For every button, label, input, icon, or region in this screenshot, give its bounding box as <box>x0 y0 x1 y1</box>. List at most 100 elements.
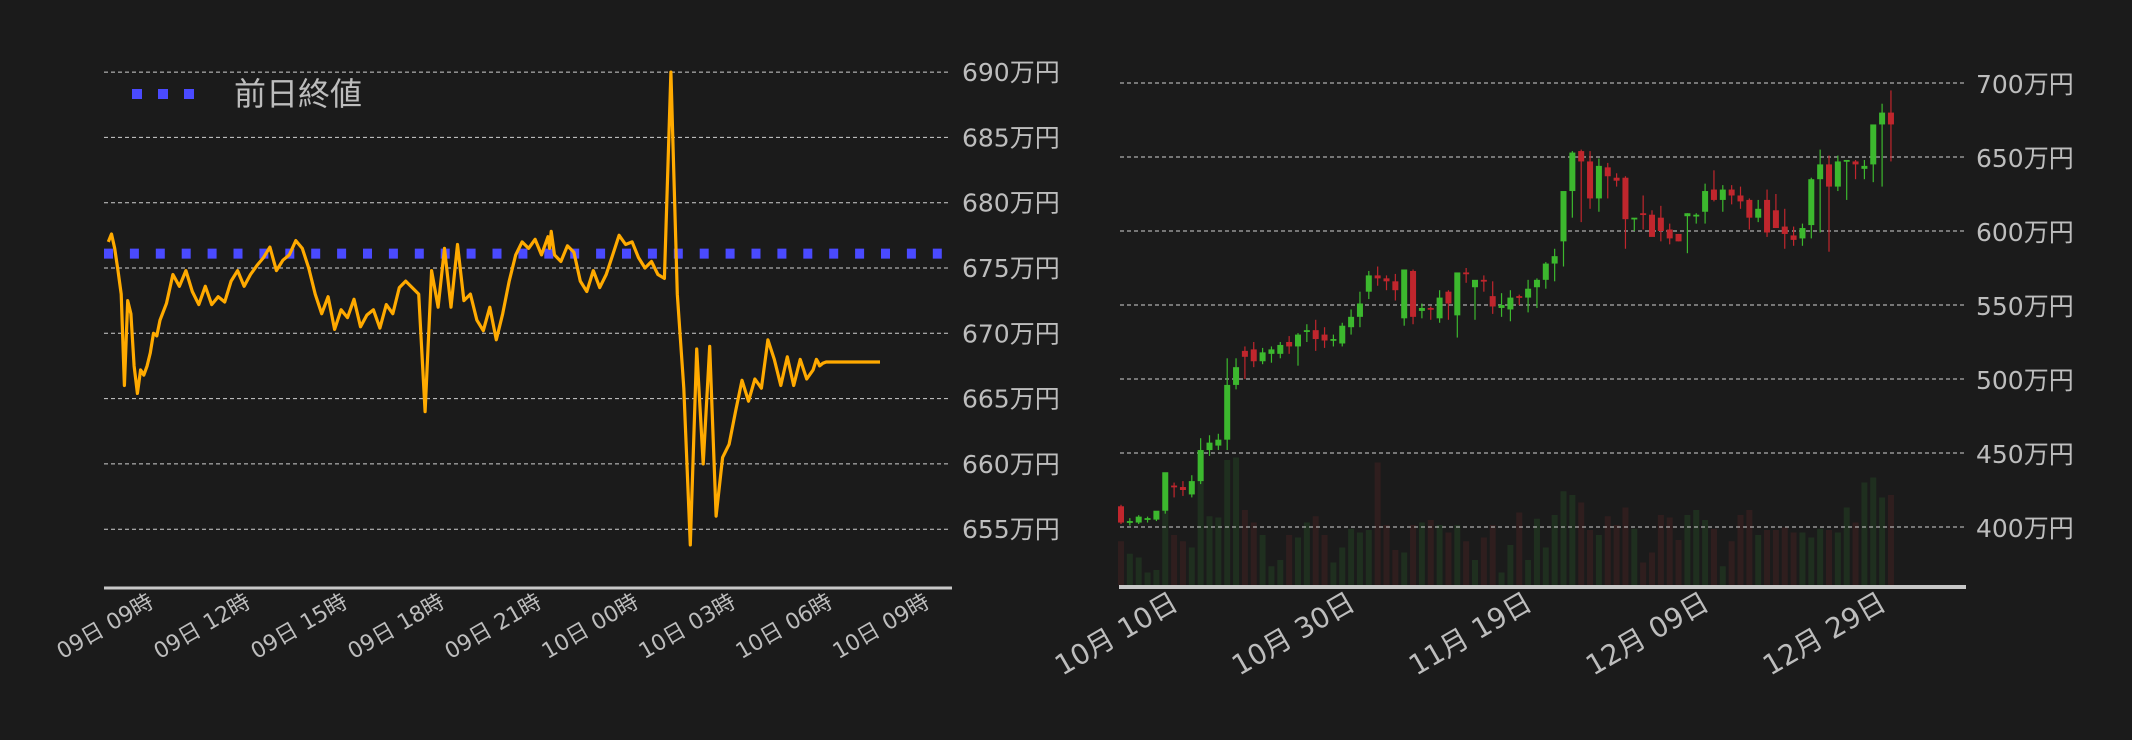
candle-body <box>1348 316 1355 328</box>
volume-bar <box>1171 535 1178 585</box>
y-tick-label: 675万円 <box>962 254 1060 283</box>
volume-bar <box>1365 530 1372 585</box>
volume-bar <box>1578 502 1585 585</box>
y-tick-label: 400万円 <box>1976 514 2074 543</box>
candle-body <box>1578 151 1585 162</box>
volume-bar <box>1622 507 1629 585</box>
candle-body <box>1188 481 1195 495</box>
price-line <box>106 70 880 547</box>
volume-bar <box>1286 535 1293 585</box>
volume-bar <box>1427 520 1434 585</box>
candle-body <box>1463 272 1470 275</box>
volume-bar <box>1746 510 1753 585</box>
legend: 前日終値 <box>132 75 362 113</box>
candle-body <box>1764 199 1771 233</box>
candle-body <box>1427 307 1434 310</box>
volume-bar <box>1790 532 1797 585</box>
candle-body <box>1197 450 1204 482</box>
volume-bar <box>1719 566 1726 585</box>
volume-bar <box>1834 532 1841 585</box>
candle-body <box>1587 161 1594 199</box>
candle-body <box>1295 334 1301 347</box>
candle-body <box>1144 518 1151 520</box>
y-tick-label: 655万円 <box>962 515 1060 544</box>
candle-body <box>1834 161 1841 187</box>
volume-bar <box>1436 525 1443 585</box>
candle-body <box>1215 439 1222 446</box>
y-tick-label: 690万円 <box>962 58 1060 87</box>
candle-body <box>1551 256 1558 264</box>
x-axis-labels: 10月 10日 10月 30日 11月 19日 12月 09日 12月 29日 <box>1049 585 1891 682</box>
volume-bar <box>1587 530 1594 585</box>
volume-bar <box>1206 516 1213 585</box>
candle-body <box>1330 339 1337 341</box>
grid-lines <box>104 71 950 530</box>
candle-body <box>1719 189 1726 200</box>
candle-body <box>1153 510 1160 520</box>
candle-body <box>1392 281 1399 291</box>
candle-body <box>1675 233 1682 242</box>
volume-bar <box>1826 530 1832 585</box>
volume-bar <box>1666 517 1673 585</box>
volume-bar <box>1640 562 1647 585</box>
candle-body <box>1489 296 1496 307</box>
volume-bar <box>1330 562 1337 585</box>
candle-body <box>1206 442 1213 451</box>
volume-bar <box>1321 535 1328 585</box>
candle-body <box>1808 179 1815 226</box>
volume-bar <box>1525 560 1532 585</box>
candle-body <box>1268 349 1275 354</box>
y-tick-label: 650万円 <box>1976 144 2074 173</box>
candle-body <box>1303 330 1310 332</box>
volume-bars <box>1118 457 1894 585</box>
volume-bar <box>1569 495 1576 585</box>
volume-bar <box>1551 515 1558 585</box>
candle-body <box>1516 296 1523 298</box>
volume-bar <box>1392 550 1399 585</box>
volume-bar <box>1197 466 1204 585</box>
y-tick-label: 600万円 <box>1976 218 2074 247</box>
volume-bar <box>1843 507 1850 585</box>
candle-body <box>1525 288 1532 298</box>
y-tick-label: 700万円 <box>1976 70 2074 99</box>
candle-body <box>1852 161 1859 165</box>
volume-bar <box>1303 522 1310 585</box>
volume-bar <box>1233 457 1240 585</box>
candle-body <box>1684 213 1691 217</box>
volume-bar <box>1126 553 1133 585</box>
candle-body <box>1472 279 1478 288</box>
volume-bar <box>1383 525 1390 585</box>
volume-bar <box>1188 547 1195 585</box>
volume-bar <box>1675 540 1682 585</box>
volume-bar <box>1861 482 1868 585</box>
volume-bar <box>1560 491 1567 585</box>
x-tick-label: 12月 29日 <box>1757 585 1891 682</box>
candle-body <box>1879 112 1886 125</box>
volume-bar <box>1710 528 1717 585</box>
candle-body <box>1126 521 1133 523</box>
volume-bar <box>1764 530 1771 585</box>
candle-body <box>1799 228 1806 239</box>
candle-body <box>1118 506 1124 523</box>
y-tick-label: 670万円 <box>962 319 1060 348</box>
volume-bar <box>1684 515 1691 585</box>
volume-bar <box>1268 566 1275 585</box>
volume-bar <box>1613 525 1620 585</box>
candle-body <box>1640 213 1647 216</box>
volume-bar <box>1463 541 1470 585</box>
volume-bar <box>1339 547 1346 585</box>
volume-bar <box>1153 570 1160 585</box>
candle-body <box>1480 279 1487 282</box>
volume-bar <box>1374 462 1381 585</box>
volume-bar <box>1533 518 1540 585</box>
volume-bar <box>1631 528 1638 585</box>
volume-bar <box>1179 541 1186 585</box>
candle-body <box>1595 165 1602 199</box>
candle-body <box>1870 124 1877 165</box>
candle-body <box>1162 472 1169 511</box>
candle-body <box>1560 191 1567 242</box>
candle-body <box>1286 342 1293 347</box>
candle-body <box>1498 305 1505 308</box>
candle-body <box>1817 164 1824 180</box>
